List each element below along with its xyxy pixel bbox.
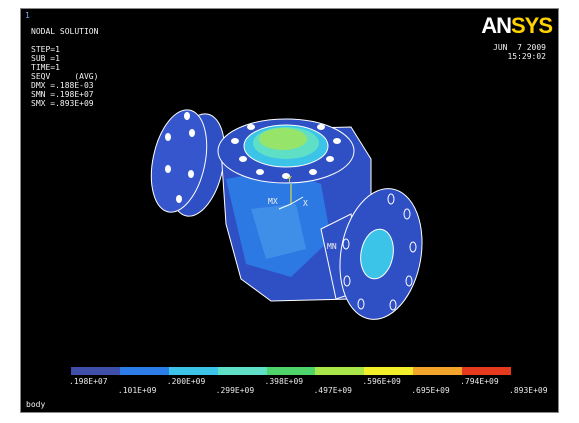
contour-legend-bar <box>71 367 512 375</box>
ansys-logo: ANSYS <box>481 13 553 38</box>
top-bore-hot <box>259 128 307 150</box>
triad-y-label: Y <box>287 175 292 184</box>
legend-label-bottom-2: .497E+09 <box>313 386 352 395</box>
right-flange-bolt-holes <box>342 193 417 311</box>
legend-label-bottom-3: .695E+09 <box>411 386 450 395</box>
plot-date: JUN 7 2009 <box>493 43 546 52</box>
plot-time: 15:29:02 <box>507 52 546 61</box>
stat-smn: SMN =.198E+07 <box>31 90 94 99</box>
footer-label: body <box>26 400 46 409</box>
legend-swatch-1 <box>119 367 169 375</box>
graphics-viewport[interactable]: 1 NODAL SOLUTION STEP=1 SUB =1 TIME=1 SE… <box>20 8 559 413</box>
legend-swatch-7 <box>413 367 463 375</box>
legend-label-top-2: .398E+09 <box>264 377 304 386</box>
legend-swatch-0 <box>71 367 120 375</box>
stress-region-mid <box>251 204 306 259</box>
stat-sub: SUB =1 <box>31 54 60 63</box>
legend-swatch-2 <box>168 367 218 375</box>
right-bore <box>360 228 394 280</box>
triad-x-label: X <box>303 199 308 208</box>
stat-dmx: DMX =.188E-03 <box>31 81 94 90</box>
legend-swatch-3 <box>217 367 267 375</box>
mn-marker: MN <box>327 242 337 251</box>
legend-swatch-8 <box>462 367 512 375</box>
stat-smx: SMX =.893E+09 <box>31 99 94 108</box>
legend-swatch-4 <box>266 367 316 375</box>
stat-time: TIME=1 <box>31 63 60 72</box>
legend-label-bottom-4: .893E+09 <box>509 386 548 395</box>
fea-model[interactable] <box>21 9 558 412</box>
mx-marker: MX <box>268 197 278 206</box>
stat-seqv: SEQV (AVG) <box>31 72 99 81</box>
coordinate-triad <box>278 184 304 210</box>
window-number: 1 <box>25 11 30 20</box>
legend-label-top-4: .794E+09 <box>460 377 499 386</box>
legend-swatch-6 <box>364 367 414 375</box>
legend-label-top-3: .596E+09 <box>362 377 401 386</box>
legend-label-bottom-1: .299E+09 <box>215 386 255 395</box>
legend-swatch-5 <box>315 367 365 375</box>
top-flange-bolt-holes <box>231 124 341 179</box>
left-flange-bolt-holes <box>165 112 195 203</box>
legend-label-top-0: .198E+07 <box>69 377 108 386</box>
stat-step: STEP=1 <box>31 45 60 54</box>
legend-label-bottom-0: .101E+09 <box>117 386 157 395</box>
plot-title: NODAL SOLUTION <box>31 27 99 36</box>
legend-label-top-1: .200E+09 <box>166 377 206 386</box>
